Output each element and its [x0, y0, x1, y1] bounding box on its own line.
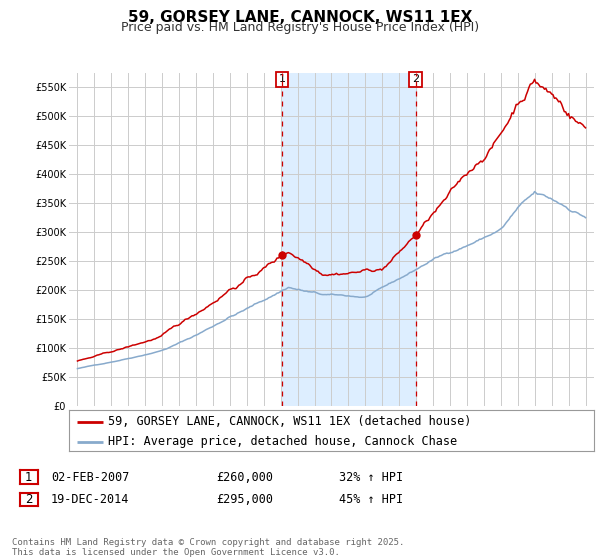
Bar	[282, 73, 416, 406]
Text: 2: 2	[25, 493, 32, 506]
Text: 19-DEC-2014: 19-DEC-2014	[51, 493, 130, 506]
Text: 59, GORSEY LANE, CANNOCK, WS11 1EX (detached house): 59, GORSEY LANE, CANNOCK, WS11 1EX (deta…	[109, 416, 472, 428]
Text: £260,000: £260,000	[216, 470, 273, 484]
Text: 32% ↑ HPI: 32% ↑ HPI	[339, 470, 403, 484]
Text: 2: 2	[412, 74, 419, 85]
Text: 02-FEB-2007: 02-FEB-2007	[51, 470, 130, 484]
Text: 45% ↑ HPI: 45% ↑ HPI	[339, 493, 403, 506]
Text: 1: 1	[279, 74, 286, 85]
Text: 59, GORSEY LANE, CANNOCK, WS11 1EX: 59, GORSEY LANE, CANNOCK, WS11 1EX	[128, 10, 472, 25]
Text: £295,000: £295,000	[216, 493, 273, 506]
Text: 1: 1	[25, 470, 32, 484]
Text: Price paid vs. HM Land Registry's House Price Index (HPI): Price paid vs. HM Land Registry's House …	[121, 21, 479, 34]
Text: Contains HM Land Registry data © Crown copyright and database right 2025.
This d: Contains HM Land Registry data © Crown c…	[12, 538, 404, 557]
Text: HPI: Average price, detached house, Cannock Chase: HPI: Average price, detached house, Cann…	[109, 436, 458, 449]
